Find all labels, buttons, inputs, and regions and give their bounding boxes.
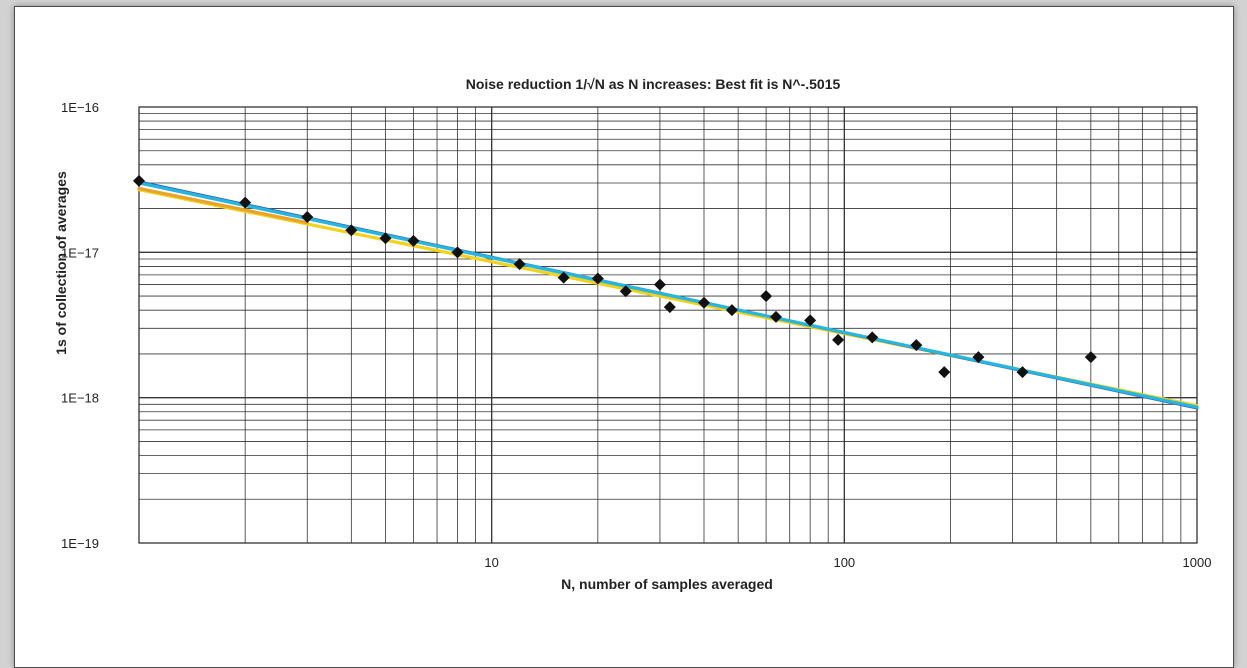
y-tick-label: 1E−19 <box>61 536 99 551</box>
y-tick-label: 1E−16 <box>61 100 99 115</box>
x-tick-label: 100 <box>833 555 855 570</box>
data-points <box>133 174 1097 379</box>
data-point <box>239 196 252 209</box>
fit-line-4 <box>137 181 1199 409</box>
x-tick-label: 10 <box>484 555 498 570</box>
chart-svg: Noise reduction 1/√N as N increases: Bes… <box>53 76 1211 592</box>
data-point <box>663 301 676 314</box>
data-point <box>345 224 358 237</box>
grid <box>138 106 1198 544</box>
data-point <box>301 211 314 224</box>
data-point <box>910 339 923 352</box>
data-point <box>557 271 570 284</box>
y-tick-labels: 1E−16 1E−17 1E−18 1E−19 <box>61 100 99 551</box>
y-tick-label: 1E−17 <box>61 245 99 260</box>
data-point <box>866 331 879 344</box>
chart-frame: Noise reduction 1/√N as N increases: Bes… <box>14 6 1234 668</box>
x-tick-labels: 10 100 1000 <box>484 555 1211 570</box>
data-point <box>769 310 782 323</box>
plot-border <box>138 106 1198 544</box>
data-point <box>133 174 145 187</box>
data-point <box>938 366 951 379</box>
data-point <box>451 246 464 259</box>
x-tick-label: 1000 <box>1183 555 1212 570</box>
data-point <box>653 278 666 291</box>
y-axis-label: 1s of collection of averages <box>53 171 69 355</box>
data-point <box>804 314 817 327</box>
fit-line-2 <box>137 186 309 225</box>
data-point <box>1016 366 1029 379</box>
data-point <box>591 272 604 285</box>
data-point <box>407 234 420 247</box>
data-point <box>697 296 710 309</box>
data-point <box>760 290 773 303</box>
data-point <box>513 258 526 271</box>
data-point <box>725 304 738 317</box>
data-point <box>832 333 845 346</box>
y-tick-label: 1E−18 <box>61 391 99 406</box>
data-point <box>1084 351 1097 364</box>
x-axis-label: N, number of samples averaged <box>561 576 773 592</box>
data-point <box>972 351 985 364</box>
fit-lines <box>137 180 1199 410</box>
data-point <box>379 232 392 245</box>
chart-title: Noise reduction 1/√N as N increases: Bes… <box>466 76 841 92</box>
data-point <box>619 285 632 298</box>
